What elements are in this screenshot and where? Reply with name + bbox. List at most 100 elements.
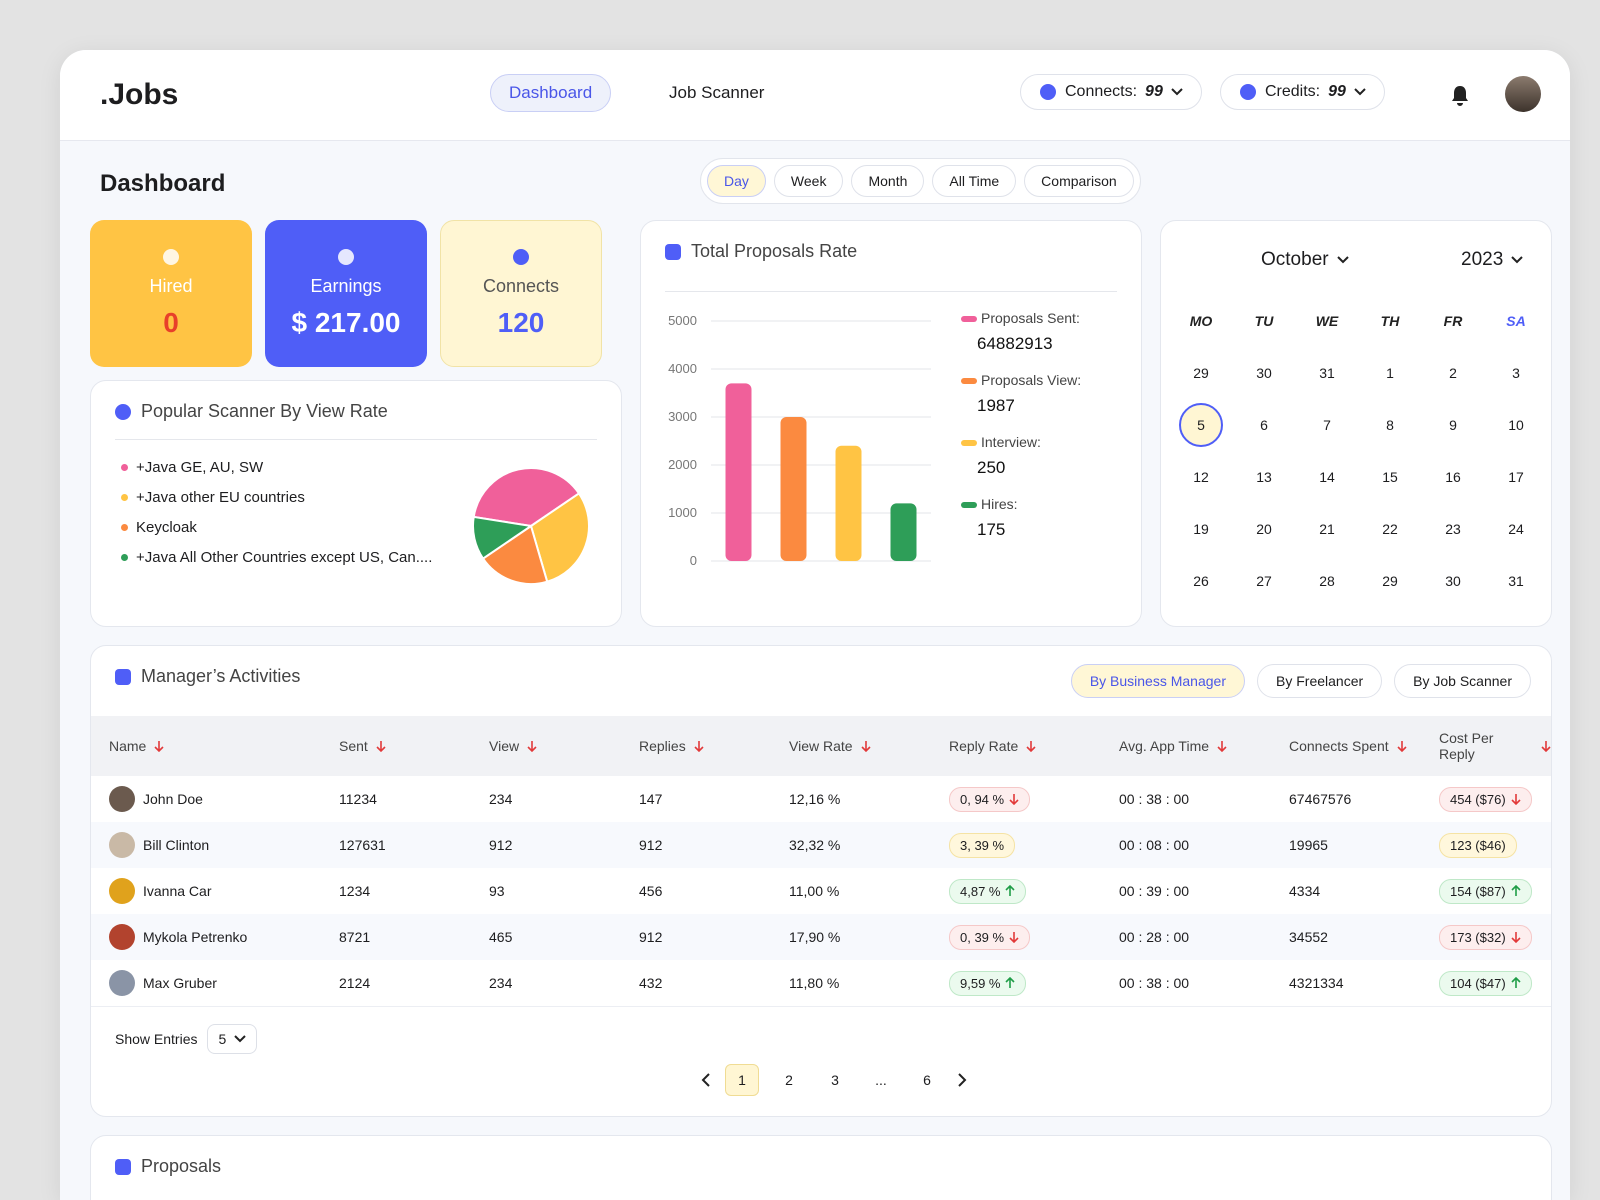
calendar-day[interactable]: 2 [1449, 365, 1457, 381]
page-button[interactable]: 3 [831, 1072, 839, 1088]
chart-title: Total Proposals Rate [691, 241, 858, 261]
calendar-day[interactable]: 22 [1382, 521, 1398, 537]
cell-value: 912 [639, 837, 663, 853]
chart-title: Popular Scanner By View Rate [141, 401, 388, 421]
calendar-day[interactable]: 3 [1512, 365, 1520, 381]
title-icon [115, 668, 131, 685]
trend-arrow [1217, 741, 1227, 752]
column-header[interactable]: Cost Per Reply [1421, 730, 1551, 762]
period-tab[interactable]: Month [851, 165, 925, 197]
table-cell: 0, 39 % [931, 924, 1101, 950]
period-tab[interactable]: Day [707, 165, 766, 197]
arrow [1009, 794, 1019, 805]
table-cell: Ivanna Car [91, 878, 321, 904]
calendar-day[interactable]: 8 [1386, 417, 1394, 433]
nav-tab[interactable]: Job Scanner [650, 74, 784, 112]
calendar-day[interactable]: 20 [1256, 521, 1272, 537]
filter-tab[interactable]: By Freelancer [1257, 664, 1383, 698]
trend-arrow [1511, 794, 1521, 805]
calendar-day[interactable]: 31 [1508, 573, 1524, 589]
column-header[interactable]: Sent [321, 738, 471, 754]
calendar-day[interactable]: 27 [1256, 573, 1272, 589]
icon [163, 249, 179, 265]
calendar-day[interactable]: 5 [1179, 403, 1223, 447]
connects-dropdown[interactable]: Connects: 99 [1020, 74, 1202, 110]
calendar-day[interactable]: 9 [1449, 417, 1457, 433]
nav-tab[interactable]: Dashboard [490, 74, 612, 112]
bar [725, 383, 752, 561]
calendar-day[interactable]: 10 [1508, 417, 1524, 433]
table-cell: 234 [471, 791, 621, 807]
trend-badge: 3, 39 % [949, 832, 1016, 858]
filter-tabs: By Business Manager By Freelancer By Job S… [1070, 664, 1531, 698]
calendar-day[interactable]: 6 [1260, 417, 1268, 433]
column-header[interactable]: View [471, 738, 621, 754]
page-button[interactable]: 6 [923, 1072, 931, 1088]
calendar-day[interactable]: 17 [1508, 469, 1524, 485]
cell-value: 12,16 % [789, 791, 841, 807]
page-button[interactable]: ... [875, 1072, 887, 1088]
stat-value: 120 [497, 307, 545, 338]
calendar-day[interactable]: 29 [1382, 573, 1398, 589]
period-tab[interactable]: All Time [932, 165, 1017, 197]
calendar-day[interactable]: 28 [1319, 573, 1335, 589]
calendar-day[interactable]: 1 [1386, 365, 1394, 381]
column-header[interactable]: Avg. App Time [1101, 738, 1271, 754]
calendar-day[interactable]: 16 [1445, 469, 1461, 485]
calendar-day[interactable]: 26 [1193, 573, 1209, 589]
calendar-day[interactable]: 24 [1508, 521, 1524, 537]
legend-label: +Java All Other Countries except US, Can… [136, 549, 433, 566]
filter-tab[interactable]: By Business Manager [1070, 664, 1245, 698]
calendar-day[interactable]: 19 [1193, 521, 1209, 537]
column-label: Connects Spent [1289, 738, 1389, 754]
calendar-day[interactable]: 13 [1256, 469, 1272, 485]
page-button[interactable]: 1 [725, 1064, 759, 1096]
column-header[interactable]: Name [91, 738, 321, 754]
calendar-day[interactable]: 23 [1445, 521, 1461, 537]
legend-dot [121, 464, 128, 471]
stat-icon [513, 249, 529, 265]
filter-tab[interactable]: By Job Scanner [1394, 664, 1531, 698]
cell-value: 465 [489, 929, 513, 945]
table-cell: 0, 94 % [931, 786, 1101, 812]
column-label: Reply Rate [949, 738, 1019, 754]
stat-label: Hired [149, 276, 193, 296]
weekday: MO [1189, 313, 1213, 329]
page-arrow[interactable] [701, 1073, 711, 1087]
page-button[interactable]: 2 [785, 1072, 793, 1088]
cell-value: 11,00 % [789, 883, 840, 899]
calendar-day[interactable]: 7 [1323, 417, 1331, 433]
credits-dropdown[interactable]: Credits: 99 [1220, 74, 1385, 110]
calendar-day[interactable]: 30 [1445, 573, 1461, 589]
bar-chart: 0 1000 2000 3000 4000 5000 Proposals Sent: 6488… [668, 310, 1081, 568]
page-arrow[interactable] [957, 1073, 967, 1087]
table-cell: 00 : 08 : 00 [1101, 837, 1271, 853]
calendar-day[interactable]: 29 [1193, 365, 1209, 381]
badge-value: 9,59 % [960, 975, 1001, 991]
calendar-day[interactable]: 12 [1193, 469, 1209, 485]
year-select[interactable]: 2023 [1461, 249, 1523, 271]
table-cell: 173 ($32) [1421, 924, 1551, 950]
period-tab[interactable]: Comparison [1024, 165, 1134, 197]
legend-swatch [961, 316, 977, 322]
avatar [109, 924, 135, 950]
column-header[interactable]: Connects Spent [1271, 738, 1421, 754]
month-select[interactable]: October [1261, 249, 1349, 271]
table-cell: 12,16 % [771, 791, 931, 807]
y-tick-label: 4000 [668, 361, 697, 376]
cell-value: 1234 [339, 883, 371, 899]
table-cell: 9,59 % [931, 970, 1101, 996]
stat-card: Connects 120 [440, 220, 602, 367]
calendar-day[interactable]: 15 [1382, 469, 1398, 485]
legend-item: +Java All Other Countries except US, Can… [121, 549, 432, 566]
column-header[interactable]: Replies [621, 738, 771, 754]
calendar-day[interactable]: 14 [1319, 469, 1335, 485]
page-title: Dashboard [100, 170, 226, 197]
entries-select[interactable]: 5 [207, 1024, 258, 1054]
calendar-day[interactable]: 31 [1319, 365, 1335, 381]
calendar-day[interactable]: 21 [1319, 521, 1335, 537]
calendar-day[interactable]: 30 [1256, 365, 1272, 381]
column-header[interactable]: View Rate [771, 738, 931, 754]
column-header[interactable]: Reply Rate [931, 738, 1101, 754]
period-tab[interactable]: Week [773, 165, 844, 197]
